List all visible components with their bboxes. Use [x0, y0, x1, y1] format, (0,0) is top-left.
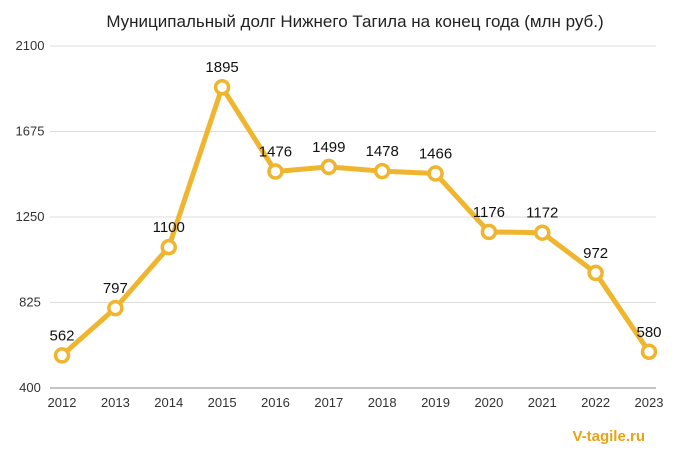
data-label: 1100	[153, 219, 185, 236]
data-label: 1476	[259, 144, 292, 161]
data-point	[160, 238, 177, 256]
x-tick-label: 2015	[208, 395, 237, 410]
y-tick-label: 1250	[16, 209, 45, 224]
series-line	[59, 84, 652, 358]
data-label: 1172	[526, 205, 558, 222]
x-tick-label: 2017	[314, 395, 343, 410]
data-label: 797	[103, 280, 128, 297]
data-point	[587, 264, 604, 282]
x-tick-label: 2014	[154, 395, 183, 410]
data-label: 580	[636, 324, 661, 341]
x-tick-label: 2018	[368, 395, 397, 410]
watermark: V-tagile.ru	[572, 428, 645, 445]
x-tick-label: 2013	[101, 395, 130, 410]
x-tick-label: 2022	[581, 395, 610, 410]
gridlines	[50, 45, 656, 389]
chart-title: Муниципальный долг Нижнего Тагила на кон…	[106, 12, 603, 31]
data-label: 1176	[473, 204, 505, 221]
data-point	[640, 343, 658, 361]
data-label: 972	[583, 245, 608, 262]
x-tick-label: 2023	[635, 395, 664, 410]
y-tick-label: 825	[19, 295, 41, 310]
data-label: 562	[49, 327, 74, 344]
x-tick-label: 2012	[48, 395, 77, 410]
data-point	[213, 78, 231, 96]
x-tick-label: 2019	[421, 395, 450, 410]
data-label: 1895	[205, 59, 238, 76]
x-axis-ticks: 2012 2013 2014 2015 2016 2017 2018 2019 2020 2021…	[48, 395, 664, 410]
y-axis-ticks: 400 825 1250 1675 2100	[16, 38, 45, 395]
data-point	[107, 299, 124, 317]
x-tick-label: 2021	[528, 395, 557, 410]
y-tick-label: 1675	[16, 124, 45, 139]
data-point	[427, 165, 444, 182]
data-point	[267, 163, 284, 180]
x-tick-label: 2016	[261, 395, 290, 410]
data-labels: 562 797 1100 1895 1476 1499 1478 1466 1176 1172 97…	[49, 59, 661, 344]
x-tick-label: 2020	[474, 395, 503, 410]
data-point	[534, 224, 551, 241]
y-tick-label: 2100	[16, 38, 45, 53]
data-point	[480, 223, 498, 241]
data-label: 1478	[365, 143, 398, 160]
data-label: 1499	[312, 139, 345, 156]
data-point	[373, 162, 391, 180]
y-tick-label: 400	[19, 380, 41, 395]
data-label: 1466	[419, 146, 452, 163]
data-point	[53, 347, 71, 364]
data-points	[53, 78, 658, 364]
data-point	[320, 158, 338, 176]
